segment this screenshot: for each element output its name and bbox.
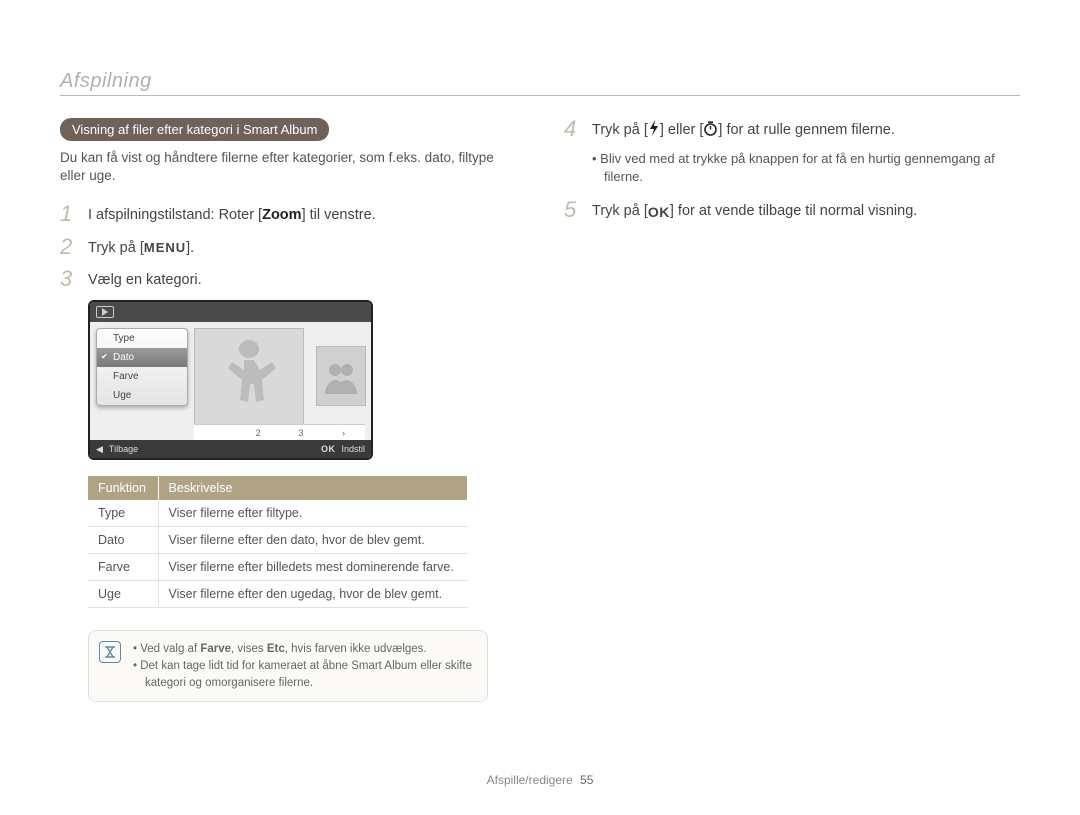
thumbnail-side	[316, 346, 366, 406]
cell-desc: Viser filerne efter filtype.	[158, 500, 468, 527]
set-label: Indstil	[341, 444, 365, 454]
step-number: 2	[60, 236, 88, 258]
cell-func: Dato	[88, 527, 158, 554]
screen-topbar	[90, 302, 371, 322]
step-body: Tryk på [OK] for at vende tilbage til no…	[592, 199, 1020, 221]
pager-page: 2	[237, 428, 280, 438]
screen-frame: Type Dato Farve Uge	[88, 300, 373, 460]
th-function: Funktion	[88, 476, 158, 500]
footer-page-number: 55	[580, 773, 593, 787]
function-table: Funktion Beskrivelse TypeViser filerne e…	[88, 476, 468, 608]
camera-screen-illustration: Type Dato Farve Uge	[88, 300, 373, 460]
thumbnail-main	[194, 328, 304, 428]
step-body: I afspilningstilstand: Roter [Zoom] til …	[88, 203, 516, 225]
cell-desc: Viser filerne efter den dato, hvor de bl…	[158, 527, 468, 554]
popup-item-farve: Farve	[97, 367, 187, 386]
back-arrow-icon: ◀	[96, 444, 103, 455]
pager-bar: 2 3 ›	[194, 424, 365, 440]
right-column: 4 Tryk på [ ] eller [ ] for at rulle genne…	[564, 118, 1020, 702]
content-columns: Visning af filer efter kategori i Smart …	[60, 118, 1020, 702]
note-box: Ved valg af Farve, vises Etc, hvis farve…	[88, 630, 488, 702]
cell-desc: Viser filerne efter billedets mest domin…	[158, 554, 468, 581]
category-popup: Type Dato Farve Uge	[96, 328, 188, 406]
zoom-label: Zoom	[262, 207, 301, 223]
table-row: UgeViser filerne efter den ugedag, hvor …	[88, 581, 468, 608]
intro-text: Du kan få vist og håndtere filerne efter…	[60, 149, 516, 185]
step-text: Tryk på [	[592, 122, 648, 138]
section-pill: Visning af filer efter kategori i Smart …	[60, 118, 329, 141]
step-number: 5	[564, 199, 592, 221]
note-icon	[99, 641, 121, 663]
cell-func: Uge	[88, 581, 158, 608]
left-column: Visning af filer efter kategori i Smart …	[60, 118, 516, 702]
note-bold: Etc	[267, 643, 285, 655]
table-row: DatoViser filerne efter den dato, hvor d…	[88, 527, 468, 554]
step-text: Tryk på [	[592, 203, 648, 219]
pager-right-arrow: ›	[322, 428, 365, 438]
step-text: ] til venstre.	[302, 207, 376, 223]
step-number: 1	[60, 203, 88, 225]
step-text: ].	[186, 240, 194, 256]
step-text: ] for at vende tilbage til normal visnin…	[670, 203, 917, 219]
step-number: 3	[60, 268, 88, 290]
step-text: Tryk på [	[88, 240, 144, 256]
step-text: I afspilningstilstand: Roter [	[88, 207, 262, 223]
flash-icon	[648, 120, 660, 140]
th-description: Beskrivelse	[158, 476, 468, 500]
ok-icon: OK	[648, 205, 670, 219]
step-text: ] eller [	[660, 122, 704, 138]
popup-item-dato: Dato	[97, 348, 187, 367]
table-row: FarveViser filerne efter billedets mest …	[88, 554, 468, 581]
note-item: Ved valg af Farve, vises Etc, hvis farve…	[133, 641, 475, 658]
page-footer: Afspille/redigere 55	[0, 773, 1080, 787]
screen-body: Type Dato Farve Uge	[90, 322, 371, 440]
step-4-bullet: Bliv ved med at trykke på knappen for at…	[592, 150, 1020, 185]
timer-icon	[703, 121, 718, 140]
step-number: 4	[564, 118, 592, 140]
ok-icon: OK	[321, 444, 336, 454]
popup-item-type: Type	[97, 329, 187, 348]
step-5: 5 Tryk på [OK] for at vende tilbage til …	[564, 199, 1020, 221]
back-label: Tilbage	[109, 444, 138, 454]
menu-button-label: MENU	[144, 240, 186, 255]
table-row: TypeViser filerne efter filtype.	[88, 500, 468, 527]
step-body: Tryk på [MENU].	[88, 236, 516, 258]
cell-func: Farve	[88, 554, 158, 581]
note-text: Ved valg af	[140, 643, 200, 655]
footer-section: Afspille/redigere	[487, 773, 573, 787]
pager-page: 3	[280, 428, 323, 438]
note-text: , vises	[231, 643, 267, 655]
page-header: Afspilning	[60, 70, 1020, 93]
cell-func: Type	[88, 500, 158, 527]
step-body: Tryk på [ ] eller [ ] for at rulle gennem …	[592, 118, 1020, 140]
note-bold: Farve	[200, 643, 231, 655]
header-rule	[60, 95, 1020, 96]
step-4: 4 Tryk på [ ] eller [ ] for at rulle genne…	[564, 118, 1020, 140]
step-2: 2 Tryk på [MENU].	[60, 236, 516, 258]
screen-bottombar: ◀ Tilbage OK Indstil	[90, 440, 371, 458]
step-1: 1 I afspilningstilstand: Roter [Zoom] ti…	[60, 203, 516, 225]
step-body: Vælg en kategori.	[88, 268, 516, 290]
step-3: 3 Vælg en kategori.	[60, 268, 516, 290]
cell-desc: Viser filerne efter den ugedag, hvor de …	[158, 581, 468, 608]
playback-icon	[96, 306, 114, 318]
step-text: ] for at rulle gennem filerne.	[718, 122, 895, 138]
table-header-row: Funktion Beskrivelse	[88, 476, 468, 500]
note-text: , hvis farven ikke udvælges.	[285, 643, 427, 655]
popup-item-uge: Uge	[97, 386, 187, 405]
note-item: Det kan tage lidt tid for kameraet at åb…	[133, 658, 475, 691]
